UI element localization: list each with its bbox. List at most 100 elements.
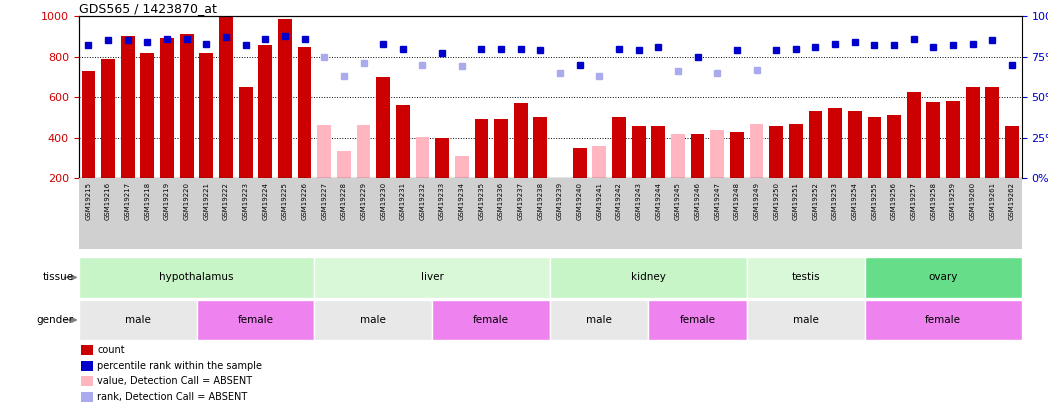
Text: GSM19249: GSM19249 (754, 182, 760, 220)
Bar (612, 117, 626, 178)
Text: GSM19231: GSM19231 (400, 182, 406, 220)
Text: GSM19244: GSM19244 (655, 182, 661, 220)
Bar (495, 119, 508, 178)
Bar (81, 345, 92, 355)
Bar (435, 138, 449, 178)
Bar (314, 257, 550, 298)
Text: percentile rank within the sample: percentile rank within the sample (97, 361, 262, 371)
Text: female: female (238, 315, 274, 325)
Text: GSM19215: GSM19215 (86, 182, 91, 220)
Text: GSM19216: GSM19216 (105, 182, 111, 220)
Text: GSM19224: GSM19224 (262, 182, 268, 220)
Bar (197, 300, 314, 340)
Text: GSM19235: GSM19235 (479, 182, 484, 220)
Text: GDS565 / 1423870_at: GDS565 / 1423870_at (79, 2, 217, 15)
Text: GSM19261: GSM19261 (989, 182, 996, 220)
Text: GSM19232: GSM19232 (419, 182, 425, 220)
Bar (160, 38, 174, 178)
Bar (848, 111, 861, 178)
Bar (396, 105, 410, 178)
Text: GSM19236: GSM19236 (498, 182, 504, 220)
Text: GSM19220: GSM19220 (183, 182, 190, 220)
Bar (239, 87, 253, 178)
Bar (691, 134, 704, 178)
Bar (1005, 126, 1019, 178)
Text: GSM19225: GSM19225 (282, 182, 288, 220)
Text: GSM19239: GSM19239 (558, 182, 563, 220)
Text: GSM19255: GSM19255 (872, 182, 877, 220)
Text: value, Detection Call = ABSENT: value, Detection Call = ABSENT (97, 377, 253, 386)
Text: male: male (587, 315, 612, 325)
Bar (746, 300, 865, 340)
Bar (81, 392, 92, 402)
Bar (769, 126, 783, 178)
Bar (514, 103, 527, 178)
Bar (573, 148, 587, 178)
Bar (789, 124, 803, 178)
Text: GSM19259: GSM19259 (951, 182, 956, 220)
Text: GSM19256: GSM19256 (891, 182, 897, 220)
Bar (82, 71, 95, 178)
Text: testis: testis (791, 273, 820, 282)
Text: GSM19246: GSM19246 (695, 182, 700, 220)
Text: GSM19243: GSM19243 (636, 182, 641, 220)
Text: GSM19238: GSM19238 (538, 182, 543, 220)
Text: gender: gender (37, 315, 73, 325)
Text: GSM19250: GSM19250 (773, 182, 779, 220)
Bar (219, 16, 233, 178)
Bar (865, 300, 1022, 340)
Bar (298, 47, 311, 178)
Bar (432, 300, 550, 340)
Text: GSM19221: GSM19221 (203, 182, 210, 220)
Text: GSM19258: GSM19258 (931, 182, 936, 220)
Bar (416, 137, 430, 178)
Text: GSM19217: GSM19217 (125, 182, 131, 220)
Bar (888, 115, 901, 178)
Text: GSM19262: GSM19262 (1009, 182, 1014, 220)
Text: GSM19242: GSM19242 (616, 182, 621, 220)
Bar (730, 132, 744, 178)
Text: ovary: ovary (929, 273, 958, 282)
Bar (946, 101, 960, 178)
Text: rank, Detection Call = ABSENT: rank, Detection Call = ABSENT (97, 392, 247, 402)
Text: GSM19227: GSM19227 (322, 182, 327, 220)
Bar (865, 257, 1022, 298)
Bar (711, 130, 724, 178)
Text: GSM19240: GSM19240 (576, 182, 583, 220)
Text: GSM19219: GSM19219 (165, 182, 170, 220)
Text: liver: liver (421, 273, 443, 282)
Text: GSM19252: GSM19252 (812, 182, 818, 220)
Bar (649, 300, 746, 340)
Text: GSM19245: GSM19245 (675, 182, 681, 220)
Text: GSM19260: GSM19260 (969, 182, 976, 220)
Text: GSM19241: GSM19241 (596, 182, 603, 220)
Text: GSM19230: GSM19230 (380, 182, 386, 220)
Text: female: female (925, 315, 961, 325)
Bar (140, 53, 154, 178)
Bar (652, 126, 665, 178)
Text: GSM19254: GSM19254 (852, 182, 857, 220)
Bar (550, 257, 746, 298)
Bar (180, 34, 194, 178)
Bar (376, 77, 390, 178)
Text: male: male (792, 315, 818, 325)
Bar (592, 146, 606, 178)
Bar (809, 111, 823, 178)
Bar (102, 59, 115, 178)
Text: GSM19222: GSM19222 (223, 182, 228, 220)
Text: count: count (97, 345, 125, 355)
Text: GSM19251: GSM19251 (793, 182, 799, 220)
Bar (199, 53, 213, 178)
Text: GSM19237: GSM19237 (518, 182, 524, 220)
Bar (121, 36, 134, 178)
Text: GSM19247: GSM19247 (715, 182, 720, 220)
Bar (337, 151, 351, 178)
Text: GSM19248: GSM19248 (734, 182, 740, 220)
Text: GSM19218: GSM19218 (145, 182, 150, 220)
Bar (79, 300, 197, 340)
Bar (475, 119, 488, 178)
Bar (259, 45, 272, 178)
Bar (278, 19, 291, 178)
Text: female: female (679, 315, 716, 325)
Bar (966, 87, 980, 178)
